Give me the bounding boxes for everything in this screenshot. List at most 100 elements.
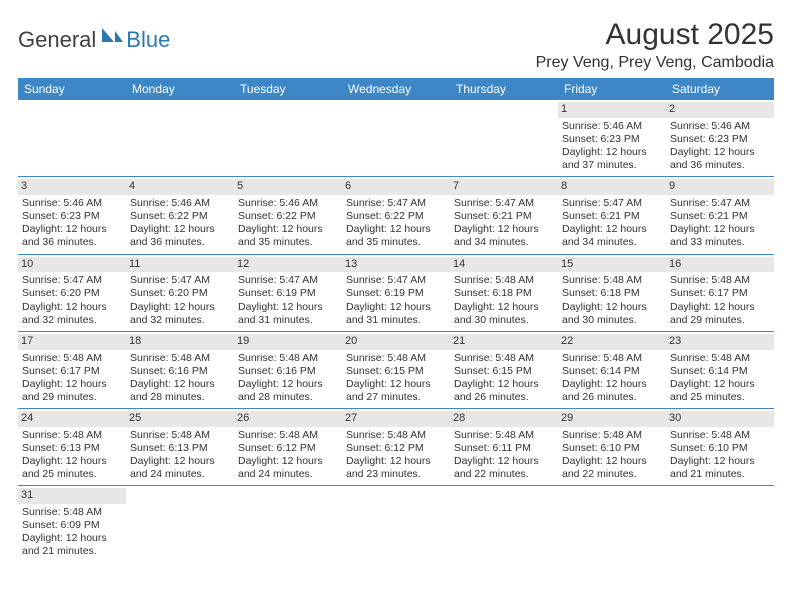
daylight-line: Daylight: 12 hours and 25 minutes. — [670, 378, 770, 404]
sunset-line: Sunset: 6:22 PM — [130, 210, 230, 223]
sunset-line: Sunset: 6:18 PM — [454, 287, 554, 300]
sunrise-line: Sunrise: 5:48 AM — [562, 429, 662, 442]
day-number: 17 — [18, 334, 126, 350]
calendar-cell: 14Sunrise: 5:48 AMSunset: 6:18 PMDayligh… — [450, 254, 558, 331]
calendar-cell: 26Sunrise: 5:48 AMSunset: 6:12 PMDayligh… — [234, 409, 342, 486]
daylight-line: Daylight: 12 hours and 24 minutes. — [238, 455, 338, 481]
calendar-cell-empty — [126, 486, 234, 563]
weekday-header: Saturday — [666, 78, 774, 100]
location: Prey Veng, Prey Veng, Cambodia — [536, 54, 774, 72]
calendar-cell: 10Sunrise: 5:47 AMSunset: 6:20 PMDayligh… — [18, 254, 126, 331]
month-title: August 2025 — [536, 18, 774, 52]
daylight-line: Daylight: 12 hours and 35 minutes. — [346, 223, 446, 249]
day-number: 30 — [666, 411, 774, 427]
calendar-cell: 23Sunrise: 5:48 AMSunset: 6:14 PMDayligh… — [666, 331, 774, 408]
calendar-cell: 7 Sunrise: 5:47 AMSunset: 6:21 PMDaylight… — [450, 177, 558, 254]
weekday-header: Monday — [126, 78, 234, 100]
daylight-line: Daylight: 12 hours and 32 minutes. — [22, 301, 122, 327]
sunset-line: Sunset: 6:23 PM — [22, 210, 122, 223]
day-number: 24 — [18, 411, 126, 427]
daylight-line: Daylight: 12 hours and 36 minutes. — [130, 223, 230, 249]
day-number: 8 — [558, 179, 666, 195]
day-number: 25 — [126, 411, 234, 427]
sunrise-line: Sunrise: 5:48 AM — [22, 429, 122, 442]
sunset-line: Sunset: 6:23 PM — [670, 133, 770, 146]
calendar-cell-empty — [18, 100, 126, 177]
day-number: 2 — [666, 102, 774, 118]
daylight-line: Daylight: 12 hours and 30 minutes. — [562, 301, 662, 327]
sunrise-line: Sunrise: 5:48 AM — [346, 352, 446, 365]
sunset-line: Sunset: 6:19 PM — [346, 287, 446, 300]
sunset-line: Sunset: 6:10 PM — [670, 442, 770, 455]
logo: General Blue — [18, 26, 170, 53]
daylight-line: Daylight: 12 hours and 29 minutes. — [670, 301, 770, 327]
day-number: 3 — [18, 179, 126, 195]
sunrise-line: Sunrise: 5:48 AM — [454, 429, 554, 442]
sunrise-line: Sunrise: 5:47 AM — [238, 274, 338, 287]
calendar-cell: 31 Sunrise: 5:48 AMSunset: 6:09 PMDayligh… — [18, 486, 126, 563]
weekday-header: Thursday — [450, 78, 558, 100]
daylight-line: Daylight: 12 hours and 27 minutes. — [346, 378, 446, 404]
weekday-header-row: Sunday Monday Tuesday Wednesday Thursday… — [18, 78, 774, 100]
sunrise-line: Sunrise: 5:47 AM — [454, 197, 554, 210]
calendar-cell: 21Sunrise: 5:48 AMSunset: 6:15 PMDayligh… — [450, 331, 558, 408]
daylight-line: Daylight: 12 hours and 24 minutes. — [130, 455, 230, 481]
header: General Blue August 2025 Prey Veng, Prey… — [18, 18, 774, 72]
daylight-line: Daylight: 12 hours and 25 minutes. — [22, 455, 122, 481]
sunrise-line: Sunrise: 5:48 AM — [22, 352, 122, 365]
daylight-line: Daylight: 12 hours and 30 minutes. — [454, 301, 554, 327]
day-number: 20 — [342, 334, 450, 350]
calendar-cell-empty — [450, 100, 558, 177]
calendar-cell: 18Sunrise: 5:48 AMSunset: 6:16 PMDayligh… — [126, 331, 234, 408]
daylight-line: Daylight: 12 hours and 21 minutes. — [22, 532, 122, 558]
sunset-line: Sunset: 6:16 PM — [130, 365, 230, 378]
sunset-line: Sunset: 6:09 PM — [22, 519, 122, 532]
sunrise-line: Sunrise: 5:47 AM — [670, 197, 770, 210]
calendar-cell: 13Sunrise: 5:47 AMSunset: 6:19 PMDayligh… — [342, 254, 450, 331]
day-number: 7 — [450, 179, 558, 195]
sunrise-line: Sunrise: 5:48 AM — [670, 352, 770, 365]
sunset-line: Sunset: 6:21 PM — [670, 210, 770, 223]
calendar-cell: 15Sunrise: 5:48 AMSunset: 6:18 PMDayligh… — [558, 254, 666, 331]
logo-text-blue: Blue — [126, 27, 170, 53]
calendar-cell: 24 Sunrise: 5:48 AMSunset: 6:13 PMDayligh… — [18, 409, 126, 486]
calendar-cell-empty — [450, 486, 558, 563]
sunrise-line: Sunrise: 5:46 AM — [130, 197, 230, 210]
sunset-line: Sunset: 6:20 PM — [22, 287, 122, 300]
daylight-line: Daylight: 12 hours and 36 minutes. — [670, 146, 770, 172]
calendar-row: 1Sunrise: 5:46 AMSunset: 6:23 PMDaylight… — [18, 100, 774, 177]
daylight-line: Daylight: 12 hours and 31 minutes. — [238, 301, 338, 327]
sunset-line: Sunset: 6:19 PM — [238, 287, 338, 300]
daylight-line: Daylight: 12 hours and 34 minutes. — [454, 223, 554, 249]
sunset-line: Sunset: 6:15 PM — [454, 365, 554, 378]
daylight-line: Daylight: 12 hours and 34 minutes. — [562, 223, 662, 249]
sunset-line: Sunset: 6:21 PM — [454, 210, 554, 223]
daylight-line: Daylight: 12 hours and 32 minutes. — [130, 301, 230, 327]
sunset-line: Sunset: 6:14 PM — [562, 365, 662, 378]
sunset-line: Sunset: 6:10 PM — [562, 442, 662, 455]
sunrise-line: Sunrise: 5:48 AM — [562, 274, 662, 287]
sunset-line: Sunset: 6:21 PM — [562, 210, 662, 223]
weekday-header: Tuesday — [234, 78, 342, 100]
sunset-line: Sunset: 6:14 PM — [670, 365, 770, 378]
sunset-line: Sunset: 6:20 PM — [130, 287, 230, 300]
sunrise-line: Sunrise: 5:47 AM — [346, 274, 446, 287]
sunrise-line: Sunrise: 5:48 AM — [562, 352, 662, 365]
day-number: 31 — [18, 488, 126, 504]
logo-text-general: General — [18, 27, 96, 53]
sunset-line: Sunset: 6:13 PM — [22, 442, 122, 455]
sunrise-line: Sunrise: 5:48 AM — [454, 274, 554, 287]
day-number: 12 — [234, 257, 342, 273]
calendar-cell: 12Sunrise: 5:47 AMSunset: 6:19 PMDayligh… — [234, 254, 342, 331]
sunrise-line: Sunrise: 5:47 AM — [562, 197, 662, 210]
daylight-line: Daylight: 12 hours and 31 minutes. — [346, 301, 446, 327]
calendar-cell: 5Sunrise: 5:46 AMSunset: 6:22 PMDaylight… — [234, 177, 342, 254]
calendar-cell-empty — [234, 486, 342, 563]
sunrise-line: Sunrise: 5:48 AM — [22, 506, 122, 519]
sunset-line: Sunset: 6:17 PM — [670, 287, 770, 300]
day-number: 26 — [234, 411, 342, 427]
sunset-line: Sunset: 6:12 PM — [238, 442, 338, 455]
calendar-cell: 1Sunrise: 5:46 AMSunset: 6:23 PMDaylight… — [558, 100, 666, 177]
weekday-header: Sunday — [18, 78, 126, 100]
sunrise-line: Sunrise: 5:48 AM — [130, 429, 230, 442]
